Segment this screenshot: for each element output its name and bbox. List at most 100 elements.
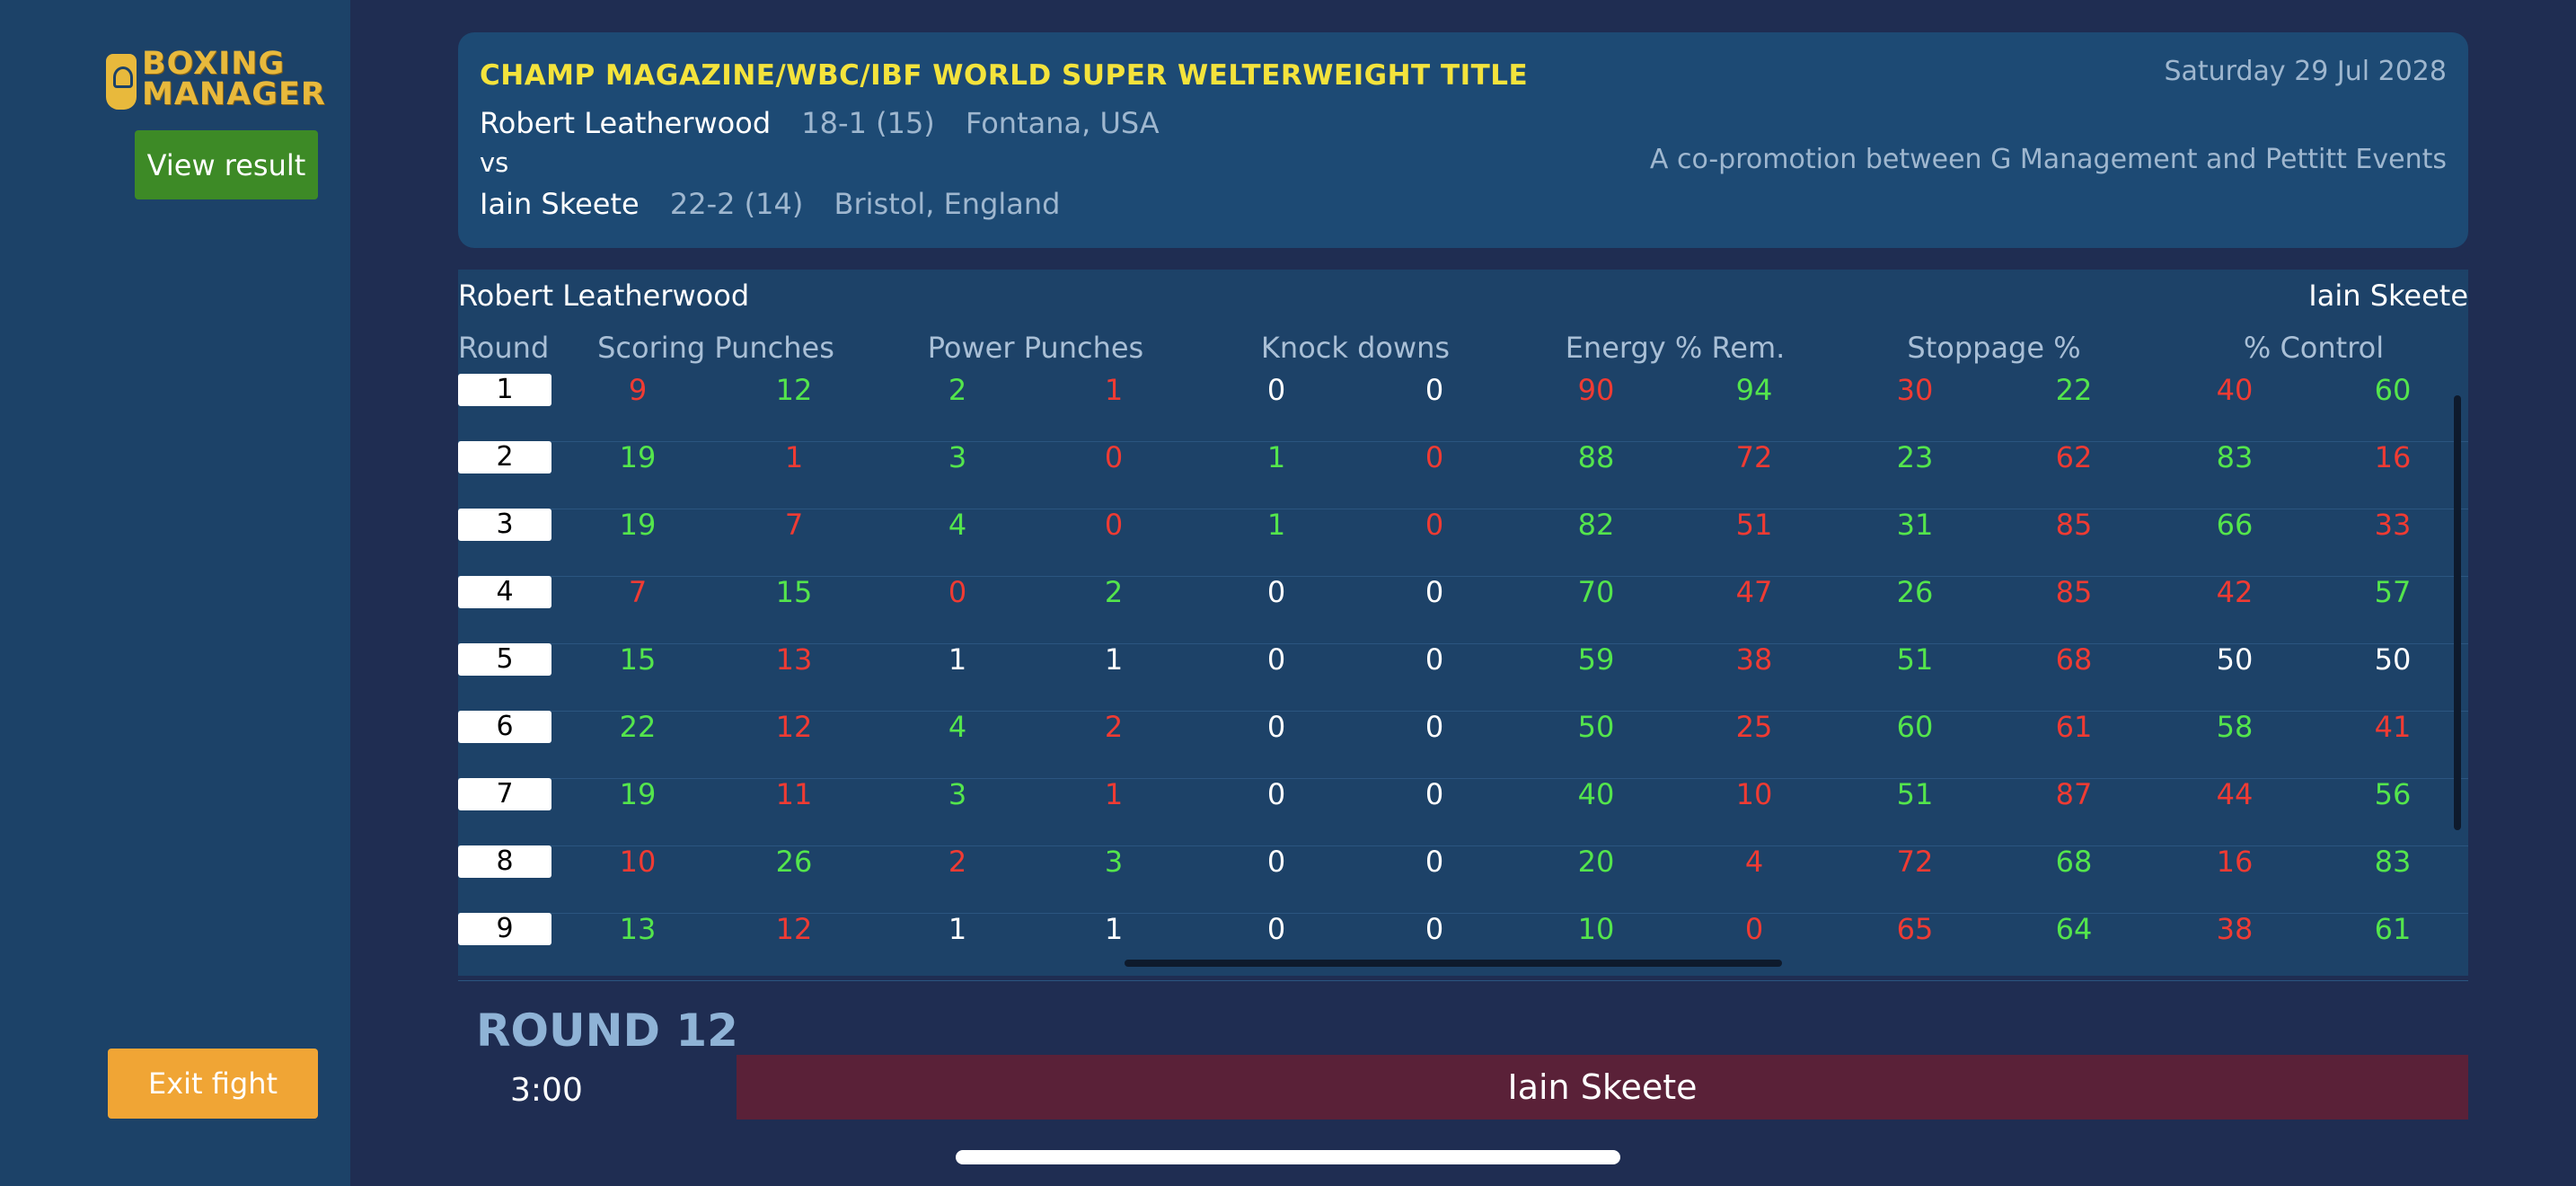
stat-cell: 85 [2055,575,2093,609]
stat-cell: 0 [1425,575,1444,609]
table-row: 9 13 12 1 1 0 0 10 0 65 64 38 61 [458,913,2468,981]
stat-cell: 0 [1266,912,1286,946]
stat-cell: 83 [2216,440,2254,474]
stat-cell: 60 [2374,373,2412,407]
stat-cell: 68 [2055,845,2093,879]
stat-cell: 38 [1735,642,1773,677]
stat-cell: 13 [775,642,813,677]
stat-cell: 60 [1896,710,1934,744]
stat-cell: 0 [1425,845,1444,879]
stat-cell: 0 [1266,373,1286,407]
table-row: 8 10 26 2 3 0 0 20 4 72 68 16 83 [458,845,2468,914]
stat-cell: 0 [1266,710,1286,744]
stat-cell: 20 [1577,845,1615,879]
round-number-box[interactable]: 6 [458,711,551,743]
stat-cell: 1 [1266,508,1286,542]
winner-banner: Iain Skeete [737,1055,2468,1120]
stat-cell: 50 [1577,710,1615,744]
boxing-glove-icon [106,54,137,110]
stat-cell: 12 [775,912,813,946]
stat-cell: 0 [1425,777,1444,811]
stat-cell: 85 [2055,508,2093,542]
stat-cell: 0 [1104,508,1124,542]
view-result-button[interactable]: View result [135,130,318,199]
stat-cell: 62 [2055,440,2093,474]
stat-cell: 4 [948,508,967,542]
stat-cell: 94 [1735,373,1773,407]
logo-text-line2: MANAGER [142,76,326,112]
stat-cell: 40 [1577,777,1615,811]
header-round: Round [458,331,550,365]
stat-cell: 61 [2374,912,2412,946]
stat-cell: 3 [948,440,967,474]
fighter2-record: 22-2 (14) [669,187,804,221]
stat-cell: 23 [1896,440,1934,474]
stat-cell: 0 [1425,912,1444,946]
stat-cell: 2 [948,845,967,879]
stat-cell: 16 [2216,845,2254,879]
fighter1-name: Robert Leatherwood [480,106,772,140]
stat-cell: 7 [784,508,804,542]
header-stoppage: Stoppage % [1907,331,2081,365]
stat-cell: 40 [2216,373,2254,407]
vertical-scrollbar[interactable] [2454,395,2461,830]
fighter1-location: Fontana, USA [965,106,1160,140]
home-indicator[interactable] [956,1150,1620,1164]
stat-cell: 83 [2374,845,2412,879]
stat-cell: 1 [1104,373,1124,407]
stat-cell: 0 [1266,845,1286,879]
fighter2-name: Iain Skeete [480,187,640,221]
stat-cell: 57 [2374,575,2412,609]
round-number-box[interactable]: 7 [458,778,551,810]
stat-cell: 7 [628,575,648,609]
fight-title: CHAMP MAGAZINE/WBC/IBF WORLD SUPER WELTE… [480,59,1529,92]
round-stats-table[interactable]: Robert Leatherwood Iain Skeete Round Sco… [458,270,2468,981]
stat-cell: 1 [1104,912,1124,946]
fighter2-location: Bristol, England [834,187,1061,221]
stat-cell: 1 [1104,642,1124,677]
stat-cell: 31 [1896,508,1934,542]
stat-cell: 0 [1266,642,1286,677]
stat-cell: 0 [1266,777,1286,811]
stat-cell: 22 [619,710,657,744]
fighter1-record: 18-1 (15) [801,106,935,140]
stat-cell: 51 [1896,777,1934,811]
header-knock-downs: Knock downs [1260,331,1451,365]
stat-cell: 2 [948,373,967,407]
stat-cell: 1 [948,642,967,677]
stat-cell: 16 [2374,440,2412,474]
stat-cell: 44 [2216,777,2254,811]
stat-cell: 4 [1744,845,1764,879]
stat-cell: 30 [1896,373,1934,407]
stat-cell: 65 [1896,912,1934,946]
fight-date: Saturday 29 Jul 2028 [2164,56,2447,87]
table-left-fighter-name: Robert Leatherwood [458,279,750,313]
stat-cell: 19 [619,777,657,811]
round-number-box[interactable]: 1 [458,374,551,406]
table-row: 1 9 12 2 1 0 0 90 94 30 22 40 60 [458,374,2468,442]
round-number-box[interactable]: 5 [458,643,551,676]
copromotion-text: A co-promotion between G Management and … [1649,144,2447,175]
round-number-box[interactable]: 4 [458,576,551,608]
stat-cell: 50 [2374,642,2412,677]
round-number-box[interactable]: 3 [458,509,551,541]
round-number-box[interactable]: 2 [458,441,551,474]
stat-cell: 58 [2216,710,2254,744]
stat-cell: 1 [948,912,967,946]
stat-cell: 47 [1735,575,1773,609]
current-round-label: ROUND 12 [476,1005,738,1057]
sidebar: BOXING MANAGER View result Exit fight [0,0,350,1186]
stat-cell: 0 [948,575,967,609]
table-row: 5 15 13 1 1 0 0 59 38 51 68 50 50 [458,643,2468,712]
stat-cell: 64 [2055,912,2093,946]
horizontal-scrollbar[interactable] [1125,960,1782,967]
stat-cell: 50 [2216,642,2254,677]
stat-cell: 26 [775,845,813,879]
stat-cell: 15 [775,575,813,609]
header-control: % Control [2243,331,2385,365]
round-number-box[interactable]: 9 [458,913,551,945]
stat-cell: 1 [1104,777,1124,811]
exit-fight-button[interactable]: Exit fight [108,1049,318,1119]
round-number-box[interactable]: 8 [458,845,551,878]
stat-cell: 41 [2374,710,2412,744]
